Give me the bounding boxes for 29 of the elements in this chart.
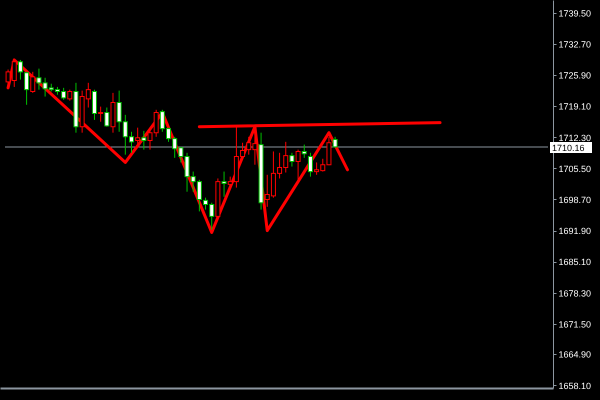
y-tick-label: 1671.50 bbox=[558, 319, 592, 330]
candlestick bbox=[332, 136, 338, 148]
y-tick-label: 1739.50 bbox=[558, 8, 592, 18]
candlestick bbox=[24, 71, 30, 106]
candlestick bbox=[30, 71, 36, 94]
y-tick-label: 1658.10 bbox=[558, 380, 592, 391]
y-tick-label: 1732.70 bbox=[558, 39, 592, 50]
y-tick-label: 1685.10 bbox=[558, 257, 592, 268]
candlestick bbox=[296, 149, 301, 180]
candlestick bbox=[141, 130, 146, 150]
ref-line-label: 1710.16 bbox=[552, 143, 585, 154]
candlestick bbox=[135, 127, 140, 146]
candlestick bbox=[308, 152, 313, 178]
candlestick bbox=[67, 89, 72, 102]
candlestick bbox=[18, 59, 23, 80]
y-tick-label: 1664.90 bbox=[558, 350, 592, 360]
y-tick-label: 1698.70 bbox=[558, 194, 592, 205]
y-tick-label: 1719.10 bbox=[558, 102, 592, 112]
candlestick bbox=[98, 106, 104, 122]
y-tick-label: 1691.90 bbox=[558, 226, 592, 236]
y-tick-label: 1678.30 bbox=[558, 288, 592, 298]
candlestick bbox=[302, 144, 307, 158]
candlestick bbox=[104, 107, 110, 128]
y-tick-label: 1705.50 bbox=[558, 164, 592, 174]
y-tick-label: 1712.30 bbox=[558, 132, 592, 143]
y-tick-label: 1725.90 bbox=[558, 70, 592, 81]
candlestick bbox=[222, 171, 227, 198]
candlestick bbox=[92, 89, 97, 120]
candlestick bbox=[289, 152, 294, 168]
